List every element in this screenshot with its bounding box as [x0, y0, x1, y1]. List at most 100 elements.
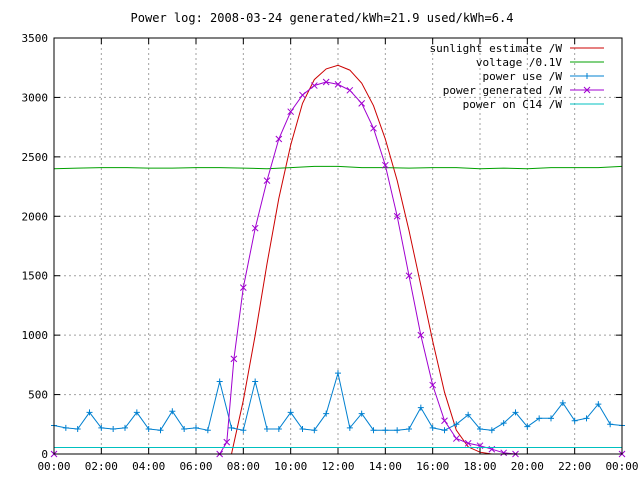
data-point-plus — [299, 426, 306, 433]
y-tick-label: 500 — [28, 389, 48, 402]
data-point-cross — [358, 100, 366, 107]
data-point-plus — [584, 73, 590, 79]
data-point-cross — [275, 135, 283, 143]
data-point-plus — [264, 426, 270, 433]
data-point-cross — [381, 161, 389, 169]
data-point-plus — [559, 399, 566, 406]
data-point-cross — [239, 284, 247, 291]
data-point-cross — [287, 108, 295, 116]
data-point-cross — [310, 82, 318, 89]
data-point-plus — [346, 424, 353, 431]
legend-label: power use /W — [483, 70, 563, 83]
x-tick-label: 00:00 — [37, 460, 70, 473]
legend-label: sunlight estimate /W — [430, 42, 563, 55]
x-tick-label: 02:00 — [85, 460, 118, 473]
data-point-plus — [74, 426, 81, 433]
data-point-plus — [512, 409, 519, 416]
data-point-plus — [240, 427, 247, 434]
data-point-plus — [86, 409, 93, 416]
y-tick-label: 1500 — [22, 270, 49, 283]
data-point-plus — [216, 378, 223, 385]
data-point-plus — [157, 427, 164, 434]
data-point-cross — [464, 439, 472, 447]
y-tick-label: 3500 — [22, 32, 49, 45]
series-1 — [53, 165, 623, 170]
series-line — [53, 373, 623, 431]
data-point-cross — [370, 124, 377, 132]
data-point-plus — [181, 426, 188, 433]
data-point-plus — [287, 409, 294, 416]
data-point-plus — [548, 415, 554, 422]
legend-label: voltage /0.1V — [476, 56, 562, 69]
data-point-plus — [406, 426, 412, 433]
data-point-plus — [583, 415, 590, 422]
series-line — [231, 64, 492, 455]
x-tick-label: 14:00 — [369, 460, 402, 473]
data-point-plus — [323, 410, 330, 417]
data-point-plus — [607, 421, 614, 428]
data-point-cross — [500, 449, 508, 457]
data-point-plus — [477, 426, 483, 433]
data-point-plus — [524, 423, 531, 430]
data-point-plus — [275, 426, 282, 433]
data-point-cross — [263, 177, 271, 184]
data-point-plus — [441, 427, 448, 434]
data-point-plus — [252, 378, 259, 385]
x-tick-label: 18:00 — [463, 460, 496, 473]
x-tick-label: 00:00 — [605, 460, 638, 473]
data-point-plus — [204, 427, 211, 434]
y-tick-label: 2000 — [22, 210, 49, 223]
data-point-cross — [322, 78, 330, 86]
data-point-cross — [405, 272, 413, 280]
data-point-plus — [488, 427, 495, 434]
data-point-plus — [453, 421, 460, 428]
x-tick-label: 04:00 — [132, 460, 165, 473]
data-point-cross — [346, 86, 354, 94]
data-point-cross — [251, 224, 259, 232]
x-tick-label: 08:00 — [227, 460, 260, 473]
axis-ticks: 0 500 1000 1500 2000 2500 3000 3500 00:00 02:00 04… — [22, 32, 639, 473]
series-layer — [50, 64, 626, 458]
x-tick-label: 20:00 — [511, 460, 544, 473]
data-point-plus — [228, 424, 235, 431]
data-point-plus — [571, 417, 578, 424]
x-tick-label: 10:00 — [274, 460, 307, 473]
x-tick-label: 22:00 — [558, 460, 591, 473]
y-tick-label: 1000 — [22, 329, 49, 342]
data-point-plus — [536, 415, 543, 422]
data-point-cross — [334, 81, 342, 88]
x-tick-label: 06:00 — [179, 460, 212, 473]
series-line — [53, 165, 623, 170]
data-point-plus — [465, 411, 472, 418]
x-tick-label: 12:00 — [321, 460, 354, 473]
data-point-plus — [500, 420, 507, 427]
legend-label: power generated /W — [443, 84, 563, 97]
data-point-plus — [358, 410, 365, 417]
data-point-cross — [417, 331, 425, 339]
data-point-plus — [394, 427, 401, 434]
data-point-plus — [370, 427, 377, 434]
data-point-plus — [429, 424, 436, 431]
data-point-plus — [169, 408, 176, 415]
x-tick-label: 16:00 — [416, 460, 449, 473]
y-tick-label: 2500 — [22, 151, 49, 164]
data-point-plus — [382, 427, 389, 434]
data-point-cross — [393, 212, 401, 220]
y-tick-label: 3000 — [22, 91, 49, 104]
data-point-cross — [299, 91, 306, 99]
data-point-plus — [595, 401, 602, 408]
data-point-plus — [417, 404, 424, 411]
data-point-plus — [98, 424, 105, 431]
data-point-plus — [122, 424, 128, 431]
data-point-plus — [311, 427, 318, 434]
data-point-cross — [230, 355, 238, 363]
data-point-plus — [133, 409, 140, 416]
data-point-plus — [145, 426, 152, 433]
series-0 — [231, 64, 492, 455]
data-point-cross — [429, 381, 437, 389]
data-point-cross — [452, 435, 460, 442]
data-point-plus — [193, 424, 199, 431]
chart-title: Power log: 2008-03-24 generated/kWh=21.9… — [131, 11, 514, 25]
